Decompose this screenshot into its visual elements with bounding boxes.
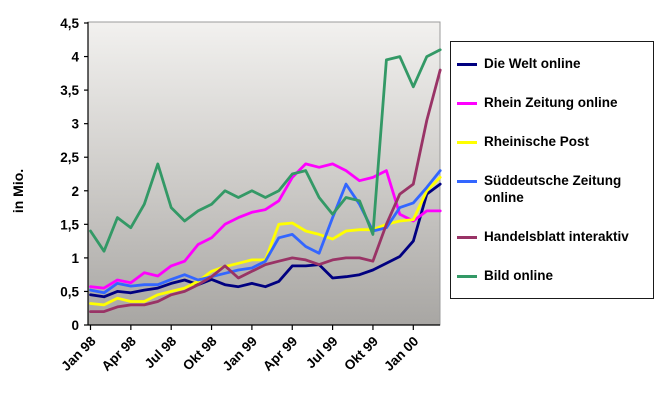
series-line-rhein-zeitung-online [89,162,442,290]
y-tick-label: 1,5 [60,217,79,232]
x-tick-label: Okt 99 [341,334,381,374]
legend-marker-line [457,62,477,66]
x-tick-label: Apr 98 [99,333,140,374]
y-tick-label: 4 [71,50,79,65]
legend-label: Rheinische Post [484,134,590,150]
y-tick-label: 2 [71,184,79,199]
y-axis-title: in Mio. [10,168,26,214]
series-line-s-ddeutsche-zeitung-online [89,169,442,295]
legend-marker-line [457,235,477,239]
legend-label: Handelsblatt interaktiv [484,228,629,244]
legend-marker-line [457,180,477,184]
y-tick-label: 2,5 [60,150,79,165]
y-tick-label: 1 [71,251,79,266]
legend: Die Welt online Rhein Zeitung online Rhein… [450,41,654,299]
y-tick-label: 3 [71,117,79,132]
x-tick-label: Okt 98 [180,333,220,373]
legend-item: Die Welt online [455,56,649,72]
series-line-bild-online [89,48,442,253]
x-tick-label: Jul 99 [303,334,341,372]
legend-label: Rhein Zeitung online [484,94,618,110]
x-tick-label: Jan 00 [381,334,421,374]
legend-label: Bild online [484,268,553,284]
legend-item: Handelsblatt interaktiv [455,229,649,245]
legend-label: Die Welt online [484,55,581,71]
legend-marker-line [457,275,477,279]
legend-marker-line [457,141,477,145]
legend-item: Rheinische Post [455,134,649,150]
legend-item: Rhein Zeitung online [455,95,649,111]
legend-label: Süddeutsche Zeitung online [484,173,622,205]
y-tick-label: 0,5 [60,284,79,299]
legend-marker-line [457,101,477,105]
legend-item: Süddeutsche Zeitung online [455,173,649,205]
y-tick-label: 3,5 [60,83,79,98]
y-tick-label: 4,5 [60,16,79,31]
series-line-die-welt-online [89,182,442,299]
x-tick-label: Jan 99 [220,334,260,374]
legend-item: Bild online [455,268,649,284]
y-tick-label: 0 [71,318,79,333]
x-tick-label: Jul 98 [142,333,180,371]
x-tick-label: Apr 99 [260,334,300,374]
x-tick-label: Jan 98 [58,333,99,374]
series-line-handelsblatt-interaktiv [89,68,442,314]
